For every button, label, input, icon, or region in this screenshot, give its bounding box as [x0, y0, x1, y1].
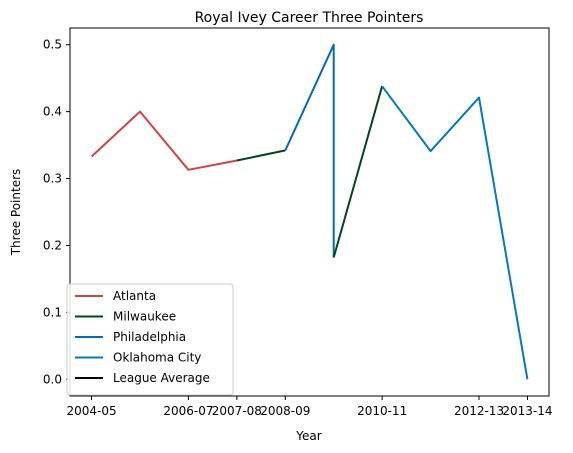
y-tick-label: 0.4: [43, 105, 62, 119]
y-tick-label: 0.2: [43, 238, 62, 252]
y-tick-label: 0.0: [43, 372, 62, 386]
chart-title: Royal Ivey Career Three Pointers: [195, 10, 424, 26]
y-tick-label: 0.5: [43, 38, 62, 52]
x-tick-label: 2008-09: [260, 404, 310, 418]
series-line-milwaukee-1: [236, 149, 286, 162]
plot-frame: [69, 27, 550, 397]
legend: Atlanta Milwaukee Philadelphia Oklahoma Cit…: [66, 283, 234, 396]
legend-label: Philadelphia: [113, 330, 186, 344]
series-line-milwaukee-3: [332, 85, 384, 258]
series-line-atlanta-0: [90, 110, 238, 171]
series-line-oklahoma-city-4: [381, 85, 529, 380]
x-tick-label: 2006-07: [163, 404, 213, 418]
x-tick-label: 2013-14: [502, 404, 552, 418]
y-axis-label: Three Pointers: [9, 169, 23, 257]
x-tick-label: 2007-08: [212, 404, 262, 418]
legend-frame: [66, 283, 234, 396]
y-tick-label: 0.3: [43, 172, 62, 186]
legend-label: Atlanta: [113, 289, 156, 303]
legend-label: League Average: [113, 371, 210, 385]
y-axis: 0.0 0.1 0.2 0.3 0.4 0.5: [43, 38, 70, 386]
series-lines: [90, 43, 529, 380]
x-tick-label: 2010-11: [357, 404, 407, 418]
y-tick-label: 0.1: [43, 305, 62, 319]
x-tick-label: 2004-05: [66, 404, 116, 418]
x-axis-label: Year: [295, 429, 321, 443]
x-tick-label: 2012-13: [454, 404, 504, 418]
legend-label: Oklahoma City: [113, 351, 201, 365]
legend-label: Milwaukee: [113, 310, 176, 324]
series-line-philadelphia-2: [284, 43, 335, 258]
